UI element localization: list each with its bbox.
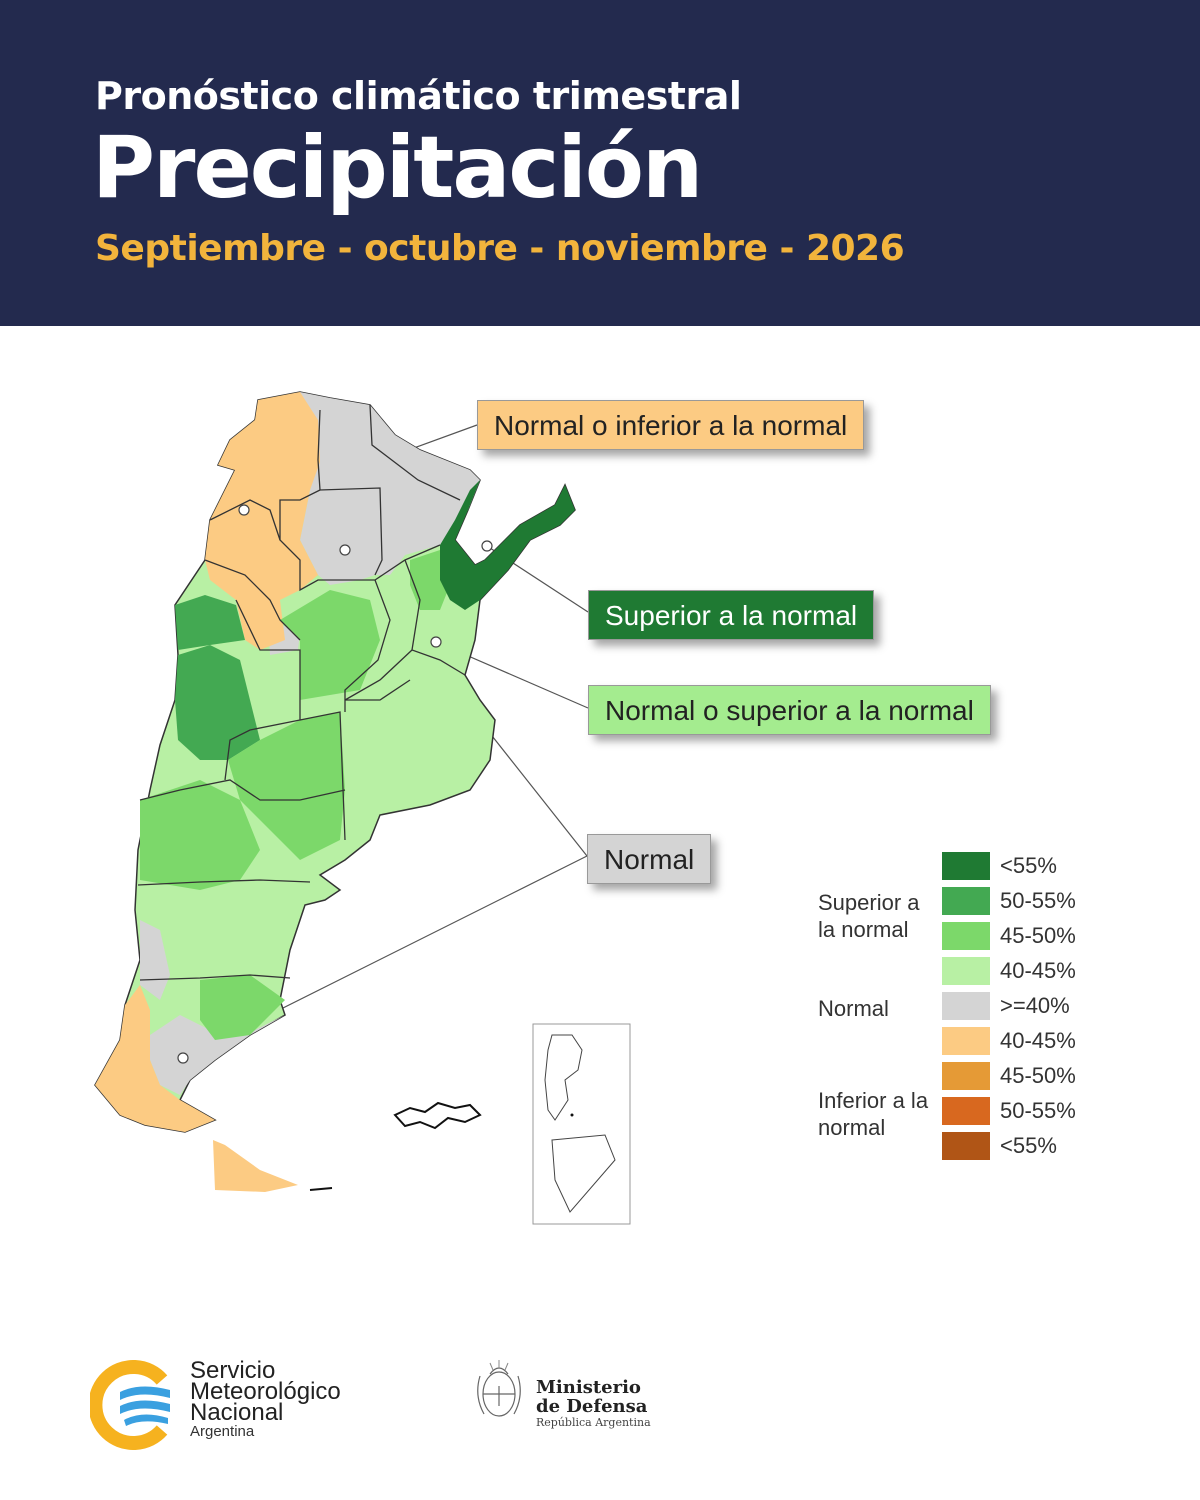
national-coat-of-arms-icon xyxy=(477,1360,521,1417)
ministerio-wordmark: Ministerio de Defensa República Argentin… xyxy=(536,1378,651,1430)
ministerio-defensa-logo: Ministerio de Defensa República Argentin… xyxy=(470,1356,690,1429)
page-title: Precipitación xyxy=(92,118,703,218)
callout-normal: Normal xyxy=(587,834,712,884)
legend-label: 40-45% xyxy=(1000,1028,1076,1053)
malvinas-islands xyxy=(393,1101,482,1130)
isla-de-los-estados xyxy=(309,1187,333,1191)
inset-map xyxy=(532,1023,631,1225)
callout-normal-or-below: Normal o inferior a la normal xyxy=(477,400,865,450)
legend-swatch xyxy=(942,1062,990,1090)
smn-logo: Servicio Meteorológico Nacional Argentin… xyxy=(90,1357,390,1450)
legend-label: <55% xyxy=(1000,853,1057,878)
smn-line3: Nacional xyxy=(190,1399,284,1426)
header-banner: Pronóstico climático trimestral Precipit… xyxy=(0,0,1200,326)
legend-swatch xyxy=(942,922,990,950)
smn-line2: Meteorológico xyxy=(190,1378,341,1405)
smn-line1: Servicio xyxy=(190,1357,276,1384)
legend-label: >=40% xyxy=(1000,993,1070,1018)
callout-normal-or-above: Normal o superior a la normal xyxy=(588,685,991,735)
ministerio-line2: de Defensa xyxy=(536,1396,648,1417)
ministerio-country: República Argentina xyxy=(536,1416,651,1429)
ministerio-line1: Ministerio xyxy=(536,1377,641,1398)
legend-swatch xyxy=(942,992,990,1020)
smn-country: Argentina xyxy=(190,1423,255,1440)
legend-group-normal: Normal xyxy=(818,996,889,1021)
forecast-period: Septiembre - octubre - noviembre - 2026 xyxy=(95,228,905,269)
legend-label: 40-45% xyxy=(1000,958,1076,983)
page-supertitle: Pronóstico climático trimestral xyxy=(95,74,742,118)
legend-group-below: Inferior a la normal xyxy=(818,1088,929,1140)
legend-swatch xyxy=(942,852,990,880)
smn-wordmark: Servicio Meteorológico Nacional Argentin… xyxy=(190,1357,341,1441)
smn-emblem-icon xyxy=(90,1360,170,1450)
legend-label: <55% xyxy=(1000,1133,1057,1158)
legend-swatch xyxy=(942,1097,990,1125)
legend-swatch xyxy=(942,1027,990,1055)
legend-swatch xyxy=(942,1132,990,1160)
legend-label: 50-55% xyxy=(1000,888,1076,913)
legend-label: 50-55% xyxy=(1000,1098,1076,1123)
region-above-normal xyxy=(140,480,575,1040)
legend-label: 45-50% xyxy=(1000,923,1076,948)
region-normal-or-below xyxy=(95,392,320,1192)
callout-above-normal: Superior a la normal xyxy=(588,590,875,640)
legend-group-above: Superior a la normal xyxy=(818,890,920,942)
province-borders xyxy=(137,404,466,981)
legend-label: 45-50% xyxy=(1000,1063,1076,1088)
callout-markers xyxy=(177,504,493,1064)
precipitation-forecast-map xyxy=(94,391,631,1225)
legend-swatch xyxy=(942,887,990,915)
legend-swatch xyxy=(942,957,990,985)
